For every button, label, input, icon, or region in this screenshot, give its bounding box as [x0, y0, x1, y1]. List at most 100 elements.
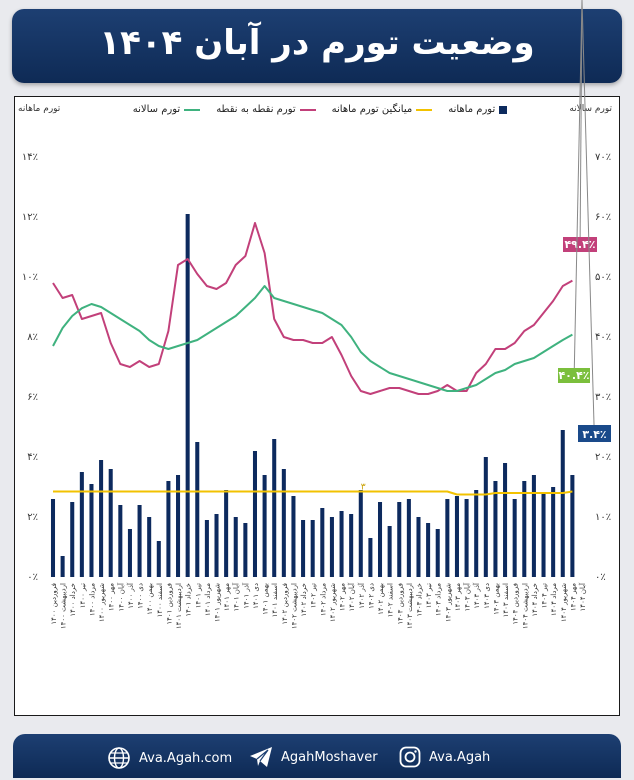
footer-instagram[interactable]: Ava.Agah — [399, 746, 490, 768]
category-label: تیر ۱۴۰۳ — [425, 583, 433, 608]
category-label: اردیبهشت ۱۴۰۱ — [175, 583, 183, 629]
right-tick-label: ۰٪ — [595, 572, 606, 583]
monthly-bar — [416, 517, 421, 577]
category-label: شهریور ۱۴۰۱ — [214, 583, 222, 622]
monthly-bar — [118, 505, 123, 577]
monthly-end-label-leader — [581, 0, 595, 443]
legend-label-monthly-avg: میانگین تورم ماهانه — [331, 104, 413, 115]
monthly-bar — [224, 490, 229, 577]
category-label: اسفند ۱۴۰۱ — [271, 583, 279, 617]
category-label: شهریور ۱۴۰۴ — [560, 583, 568, 622]
category-label: مرداد ۱۴۰۰ — [88, 583, 96, 616]
category-label: فروردین ۱۴۰۰ — [50, 583, 58, 625]
legend-swatch-monthly-avg — [416, 108, 433, 111]
footer-website-text: Ava.Agah.com — [139, 750, 233, 766]
monthly-bar — [301, 520, 306, 577]
legend-item-annual: تورم سالانه — [132, 104, 201, 115]
footer-telegram[interactable]: AgahMoshaver — [249, 746, 378, 768]
category-label: خرداد ۱۴۰۲ — [300, 583, 308, 617]
category-label: خرداد ۱۴۰۰ — [69, 583, 77, 617]
left-tick-label: ۶٪ — [27, 392, 38, 403]
monthly-bar — [99, 460, 104, 577]
annual-end-label-leader — [573, 0, 583, 384]
legend-label-monthly: تورم ماهانه — [448, 104, 496, 115]
monthly-bar — [397, 502, 402, 577]
category-label: مرداد ۱۴۰۳ — [435, 583, 443, 616]
category-label: دی ۱۴۰۲ — [367, 583, 375, 609]
category-label: آذر ۱۴۰۳ — [472, 582, 481, 609]
left-tick-label: ۰٪ — [27, 572, 38, 583]
monthly-bar — [252, 451, 258, 577]
chart-panel — [14, 96, 620, 716]
category-label: اردیبهشت ۱۴۰۳ — [406, 583, 414, 629]
monthly-bar — [310, 520, 315, 577]
category-label: فروردین ۱۴۰۴ — [512, 583, 520, 625]
monthly-bar — [406, 499, 411, 577]
monthly-bar — [522, 481, 527, 577]
category-label: تیر ۱۴۰۴ — [541, 583, 549, 608]
monthly-bar — [214, 514, 219, 577]
monthly-bar — [358, 490, 363, 577]
monthly-bar — [512, 499, 517, 577]
monthly-bar — [89, 484, 94, 577]
category-label: بهمن ۱۴۰۳ — [492, 583, 500, 615]
monthly-bar — [464, 499, 469, 577]
monthly-bar — [377, 502, 383, 577]
legend-item-point-to-point: تورم نقطه به نقطه — [216, 104, 316, 115]
monthly-bar — [291, 496, 296, 577]
legend-label-annual: تورم سالانه — [132, 104, 181, 115]
category-label: خرداد ۱۴۰۴ — [531, 583, 539, 617]
point-to-point-line — [52, 222, 573, 395]
monthly-bar — [281, 469, 286, 577]
chart-legend: تورم ماهانه میانگین تورم ماهانه تورم نقط… — [120, 104, 520, 115]
monthly-bar — [156, 541, 161, 577]
left-tick-label: ۴٪ — [27, 452, 38, 463]
right-tick-label: ۳۰٪ — [595, 392, 611, 403]
monthly-bar — [368, 538, 373, 577]
footer-website[interactable]: Ava.Agah.com — [107, 746, 232, 770]
category-label: بهمن ۱۴۰۱ — [262, 583, 270, 615]
category-label: شهریور ۱۴۰۰ — [98, 583, 106, 622]
category-label: مهر ۱۴۰۲ — [339, 583, 347, 611]
category-label: شهریور ۱۴۰۳ — [444, 583, 452, 622]
monthly-bar — [272, 439, 277, 577]
header-banner: وضعیت تورم در آبان ۱۴۰۴ — [12, 9, 622, 83]
monthly-bar — [127, 529, 132, 577]
monthly-bar — [503, 463, 508, 577]
right-tick-label: ۱۰٪ — [595, 512, 611, 523]
right-tick-label: ۷۰٪ — [595, 152, 611, 163]
legend-swatch-monthly — [499, 105, 508, 114]
category-label: اردیبهشت ۱۴۰۲ — [290, 583, 298, 629]
right-axis-title: تورم سالانه — [569, 104, 612, 114]
monthly-bar — [50, 499, 56, 577]
monthly-bar — [70, 502, 75, 577]
monthly-average-line — [53, 490, 573, 496]
category-label: اسفند ۱۴۰۲ — [387, 583, 395, 617]
monthly-end-label-text: ۳.۴٪ — [582, 428, 606, 441]
legend-swatch-point-to-point — [299, 108, 316, 111]
category-label: خرداد ۱۴۰۳ — [415, 583, 423, 617]
monthly-bar — [147, 517, 152, 577]
monthly-bar — [435, 529, 440, 577]
annual-line — [52, 285, 573, 392]
category-label: آذر ۱۴۰۲ — [357, 582, 366, 609]
category-label: آذر ۱۴۰۰ — [126, 582, 135, 609]
category-label: مرداد ۱۴۰۲ — [319, 583, 327, 616]
monthly-bar — [329, 517, 334, 577]
point-to-point-end-label-text: ۴۹.۴٪ — [564, 238, 595, 251]
right-tick-label: ۴۰٪ — [595, 332, 611, 343]
category-label: فروردین ۱۴۰۲ — [281, 583, 289, 625]
monthly-bar — [474, 490, 479, 577]
monthly-bar — [320, 508, 325, 577]
monthly-bar — [483, 457, 488, 577]
page-title: وضعیت تورم در آبان ۱۴۰۴ — [99, 23, 535, 63]
left-tick-label: ۸٪ — [27, 332, 38, 343]
monthly-bar — [166, 481, 171, 577]
monthly-bar — [79, 472, 84, 577]
point-to-point-end-label-leader — [579, 0, 583, 253]
monthly-bar — [541, 493, 546, 577]
left-tick-label: ۱۰٪ — [22, 272, 38, 283]
category-label: اردیبهشت ۱۴۰۰ — [60, 583, 68, 629]
footer-instagram-text: Ava.Agah — [429, 749, 491, 765]
monthly-bar — [204, 520, 209, 577]
